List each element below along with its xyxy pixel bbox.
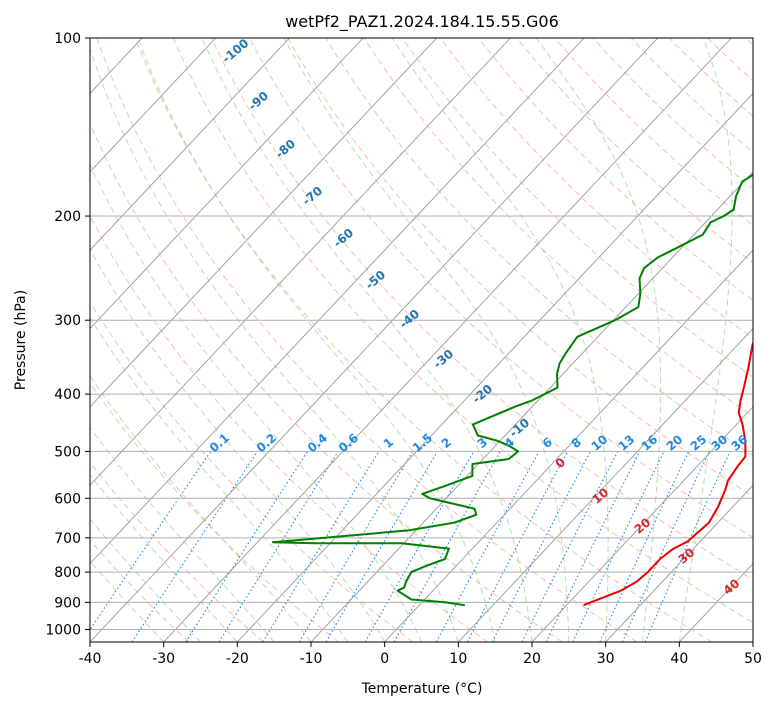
dry-adiabat-line	[172, 38, 753, 624]
background-reference-lines	[90, 38, 753, 642]
mixing-ratio-line	[262, 451, 380, 642]
x-tick-label: -20	[226, 651, 249, 667]
mixing-ratio-line	[185, 451, 308, 642]
isotherm-line	[90, 38, 659, 642]
x-tick-label: 40	[670, 651, 688, 667]
mixing-ratio-line	[572, 451, 665, 642]
moist-adiabat-line	[535, 38, 662, 642]
x-tick-label: 0	[380, 651, 389, 667]
x-tick-label: 50	[744, 651, 762, 667]
moist-adiabat-line	[90, 46, 459, 642]
dry-adiabat-line	[363, 38, 753, 417]
moist-adiabat-line	[90, 248, 386, 642]
moist-adiabat-line	[391, 38, 609, 642]
dry-adiabat-line	[134, 38, 712, 642]
isotherm-line	[458, 327, 753, 642]
isotherm-line	[90, 38, 511, 486]
isotherm-line	[90, 38, 290, 251]
y-tick-label: 1000	[45, 622, 81, 638]
isotherm-line	[237, 92, 753, 642]
mixing-ratio-line	[325, 451, 438, 642]
x-tick-label: -40	[79, 651, 102, 667]
dry-adiabat-line	[90, 539, 190, 642]
mixing-ratio-line	[599, 451, 690, 642]
mixing-ratio-line	[364, 451, 475, 642]
x-tick-label: -30	[152, 651, 175, 667]
x-axis-label: Temperature (°C)	[361, 681, 483, 697]
isotherm-line	[90, 38, 217, 173]
moist-adiabat-line	[678, 38, 733, 642]
y-tick-label: 600	[54, 491, 81, 507]
dry-adiabat-line	[90, 122, 563, 642]
plot-frame	[89, 37, 754, 643]
mixing-ratio-line	[218, 451, 339, 642]
moist-adiabat-line	[201, 38, 533, 642]
dry-adiabat-line	[325, 38, 753, 457]
dry-adiabat-line	[401, 38, 753, 378]
y-tick-label: 500	[54, 444, 81, 460]
y-axis-label: Pressure (hPa)	[13, 290, 29, 390]
isotherm-line	[605, 484, 753, 642]
y-axis: 100 200 300 400 500 600 700 800 900 1000	[45, 31, 90, 638]
moist-adiabat-line	[90, 316, 349, 642]
moist-adiabat-line	[283, 38, 570, 642]
y-tick-label: 400	[54, 387, 81, 403]
y-tick-label: 300	[54, 313, 81, 329]
isotherm-line	[90, 38, 438, 408]
y-tick-label: 900	[54, 595, 81, 611]
mixing-ratio-line	[545, 451, 641, 642]
dewpoint-profile-line	[271, 173, 753, 607]
temperature-profile-line	[583, 341, 753, 607]
dry-adiabat-line	[210, 38, 753, 581]
chart-title: wetPf2_PAZ1.2024.184.15.55.G06	[285, 12, 559, 32]
dry-adiabat-line	[287, 38, 753, 497]
mixing-ratio-line	[521, 451, 619, 642]
isotherm-line	[163, 38, 732, 642]
x-tick-label: 30	[597, 651, 615, 667]
dry-adiabat-line	[249, 38, 753, 539]
y-tick-label: 800	[54, 565, 81, 581]
x-axis: -40 -30 -20 -10 0 10 20 30 40 50	[79, 642, 762, 667]
isotherm-line	[90, 38, 585, 565]
moist-adiabat-line	[90, 426, 275, 642]
moist-adiabat-line	[137, 38, 496, 642]
x-tick-label: -10	[300, 651, 323, 667]
isotherm-line	[90, 38, 364, 330]
y-tick-label: 100	[54, 31, 81, 47]
dry-adiabat-line	[96, 38, 638, 642]
x-tick-label: 20	[523, 651, 541, 667]
x-tick-label: 10	[449, 651, 467, 667]
series-layer	[271, 173, 753, 607]
isotherm-line	[531, 406, 753, 642]
mixing-ratio-line	[393, 451, 501, 642]
mixing-ratio-line	[435, 451, 540, 642]
y-tick-label: 700	[54, 531, 81, 547]
dry-adiabat-line	[554, 38, 753, 227]
isotherm-line	[310, 171, 753, 642]
isotherm-line	[384, 249, 753, 642]
mixing-ratio-line	[298, 451, 414, 642]
y-tick-label: 200	[54, 209, 81, 225]
mixing-ratio-line	[621, 451, 710, 642]
dry-adiabat-line	[516, 38, 753, 264]
